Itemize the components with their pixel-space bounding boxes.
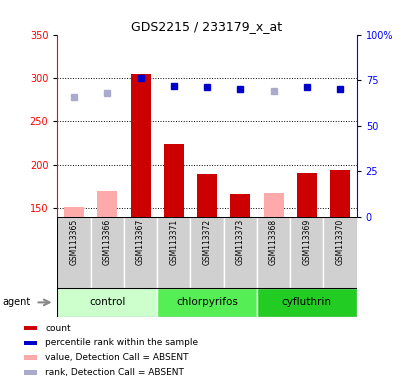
Text: value, Detection Call = ABSENT: value, Detection Call = ABSENT (45, 353, 188, 362)
Bar (256, 217, 290, 288)
Bar (290, 217, 323, 288)
Bar (57, 217, 90, 288)
Bar (164, 144, 183, 217)
Bar (256, 288, 356, 317)
Text: rank, Detection Call = ABSENT: rank, Detection Call = ABSENT (45, 368, 184, 377)
Bar (263, 193, 283, 217)
Bar (24, 356, 37, 360)
Bar (329, 170, 349, 217)
Text: GSM113372: GSM113372 (202, 219, 211, 265)
Bar (24, 341, 37, 345)
Text: GSM113368: GSM113368 (268, 219, 277, 265)
Bar (157, 217, 190, 288)
Bar (197, 174, 216, 217)
Text: control: control (89, 297, 125, 308)
Bar (157, 288, 256, 317)
Bar (296, 173, 316, 217)
Text: percentile rank within the sample: percentile rank within the sample (45, 338, 198, 348)
Text: cyfluthrin: cyfluthrin (281, 297, 331, 308)
Bar (90, 217, 124, 288)
Text: chlorpyrifos: chlorpyrifos (176, 297, 237, 308)
Bar (190, 217, 223, 288)
Bar (223, 217, 256, 288)
Bar (230, 194, 249, 217)
Bar (24, 370, 37, 375)
Bar (323, 217, 356, 288)
Bar (124, 217, 157, 288)
Bar (57, 288, 157, 317)
Text: agent: agent (3, 297, 31, 308)
Text: GSM113367: GSM113367 (136, 219, 145, 265)
Bar (24, 326, 37, 331)
Text: GSM113371: GSM113371 (169, 219, 178, 265)
Bar (64, 207, 84, 217)
Bar (130, 74, 150, 217)
Text: GSM113370: GSM113370 (335, 219, 344, 265)
Text: GSM113366: GSM113366 (103, 219, 112, 265)
Text: count: count (45, 324, 70, 333)
Text: GSM113365: GSM113365 (70, 219, 79, 265)
Title: GDS2215 / 233179_x_at: GDS2215 / 233179_x_at (131, 20, 282, 33)
Text: GSM113369: GSM113369 (301, 219, 310, 265)
Text: GSM113373: GSM113373 (235, 219, 244, 265)
Bar (97, 191, 117, 217)
